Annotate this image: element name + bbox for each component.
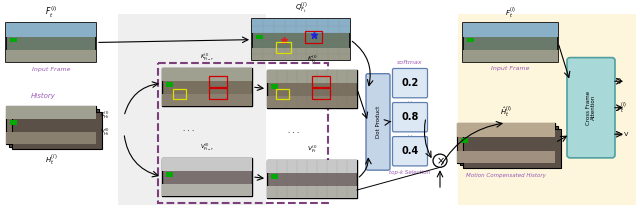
Text: $\times$: $\times$ (436, 156, 444, 166)
Text: $V_{H_t}^{(l)}$: $V_{H_t}^{(l)}$ (100, 127, 110, 139)
Bar (463, 129, 561, 168)
Bar (6, 23, 96, 37)
Bar (267, 160, 357, 198)
Text: $Q_{F_t}^{(l)}$: $Q_{F_t}^{(l)}$ (294, 1, 307, 16)
Bar (276, 42, 291, 53)
Bar (267, 186, 357, 198)
Text: Cross Frame
Attention: Cross Frame Attention (586, 91, 596, 125)
Bar (10, 38, 17, 42)
Bar (312, 88, 330, 99)
Bar (166, 172, 173, 177)
Bar (463, 23, 558, 62)
Bar (162, 68, 252, 81)
Bar (10, 120, 17, 125)
Text: top-k Selection: top-k Selection (389, 170, 431, 175)
Bar (267, 160, 357, 173)
Bar (457, 123, 555, 163)
Bar (460, 126, 558, 165)
FancyBboxPatch shape (392, 137, 428, 166)
Text: 0.8: 0.8 (401, 112, 419, 122)
Text: $F_t^{(l)}$: $F_t^{(l)}$ (45, 4, 57, 20)
Text: . .: . . (408, 98, 412, 103)
FancyBboxPatch shape (567, 58, 615, 158)
Text: $K_{F_t}^{(l)}$: $K_{F_t}^{(l)}$ (307, 54, 317, 66)
Bar (6, 106, 96, 144)
Bar (158, 63, 328, 203)
Bar (6, 50, 96, 62)
Text: . . .: . . . (289, 128, 300, 134)
Text: $\hat{H}_t^{(l)}$: $\hat{H}_t^{(l)}$ (500, 104, 512, 119)
Bar (312, 76, 330, 87)
Circle shape (433, 154, 447, 167)
Bar (162, 68, 252, 106)
Bar (162, 158, 252, 196)
Bar (276, 89, 289, 99)
Text: 0.2: 0.2 (401, 78, 419, 88)
Text: . .: . . (408, 132, 412, 137)
Text: $H_t^{(l)}$: $H_t^{(l)}$ (45, 152, 57, 167)
Text: Dot Product: Dot Product (376, 106, 381, 138)
Bar (162, 184, 252, 196)
Bar (267, 96, 357, 108)
FancyBboxPatch shape (366, 74, 390, 170)
Bar (457, 151, 555, 163)
Bar (271, 174, 278, 179)
Text: 0.4: 0.4 (401, 146, 419, 156)
Bar (305, 31, 322, 43)
Bar (256, 35, 263, 39)
Bar (6, 106, 96, 119)
Bar (271, 84, 278, 89)
Bar (6, 132, 96, 144)
Text: K, V: K, V (616, 132, 628, 137)
Bar (458, 14, 636, 205)
Bar (267, 70, 357, 83)
Bar (463, 50, 558, 62)
FancyBboxPatch shape (392, 68, 428, 98)
Text: Input Frame: Input Frame (32, 67, 70, 72)
Bar (461, 138, 468, 143)
Bar (252, 19, 350, 33)
Text: $K_{F_{t-\tau}}^{(l)}$: $K_{F_{t-\tau}}^{(l)}$ (200, 52, 214, 64)
Text: . . .: . . . (184, 126, 195, 132)
Bar (457, 123, 555, 163)
Text: $V_{F_{t-\tau}}^{(l)}$: $V_{F_{t-\tau}}^{(l)}$ (200, 142, 214, 154)
Bar (6, 106, 96, 144)
Bar (9, 109, 99, 146)
Bar (467, 38, 474, 42)
Text: $V_{F_t}^{(l)}$: $V_{F_t}^{(l)}$ (307, 144, 317, 156)
Bar (457, 123, 555, 137)
Bar (463, 23, 558, 37)
Bar (252, 19, 350, 61)
FancyBboxPatch shape (392, 103, 428, 132)
Text: Motion Compensated History: Motion Compensated History (466, 173, 546, 178)
Bar (6, 23, 96, 62)
Bar (162, 94, 252, 106)
Bar (209, 88, 227, 99)
Bar (173, 89, 186, 99)
Bar (209, 76, 227, 87)
Bar (252, 48, 350, 61)
Text: softmax: softmax (397, 60, 423, 65)
Text: $F_t^{(l)}$: $F_t^{(l)}$ (505, 5, 516, 20)
Text: Q: Q (616, 78, 621, 84)
Bar (166, 82, 173, 87)
Text: History: History (31, 93, 56, 99)
Bar (267, 70, 357, 108)
Text: $y_t^{(l)}$: $y_t^{(l)}$ (616, 100, 627, 115)
Bar (12, 111, 102, 149)
Bar (118, 14, 266, 205)
Bar (162, 158, 252, 171)
Text: $K_{H_t}^{(l)}$: $K_{H_t}^{(l)}$ (100, 110, 109, 123)
Text: Input Frame: Input Frame (492, 66, 530, 71)
